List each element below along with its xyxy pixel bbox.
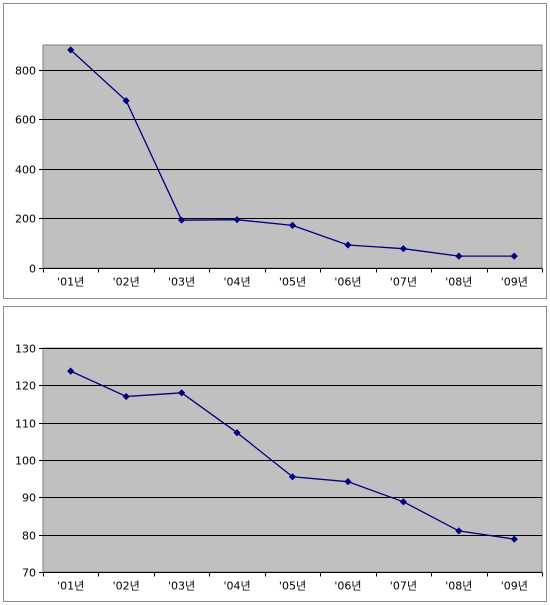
x-tick-label: '08년 [445, 276, 472, 289]
y-tick-label: 600 [15, 114, 36, 127]
data-point-marker [399, 245, 407, 253]
y-tick-label: 0 [29, 263, 36, 276]
data-point-marker [67, 367, 75, 375]
data-point-marker [288, 473, 297, 481]
data-point-marker [510, 535, 518, 543]
data-point-marker [67, 46, 75, 54]
y-tick-label: 70 [22, 567, 36, 580]
x-tick-label: '03년 [168, 580, 195, 593]
data-point-marker [178, 216, 186, 224]
x-tick-label: '03년 [168, 276, 195, 289]
x-tick-label: '06년 [334, 580, 361, 593]
line-chart-bottom: 70 80 90 100 110 120 130 '01년 '02년 '03년 '04년 '05년 '0… [15, 343, 543, 593]
x-tick-label: '09년 [501, 580, 528, 593]
chart-panel-top: 0 200 400 600 800 '01년 '02년 '03년 '04년 '05년 '06년 '07… [3, 3, 547, 299]
data-point-marker [510, 252, 518, 260]
data-point-marker [233, 216, 241, 224]
data-point-marker [122, 97, 130, 105]
x-tick-label: '07년 [390, 580, 417, 593]
y-tick-label: 100 [15, 455, 36, 468]
x-tick-label: '04년 [223, 276, 250, 289]
y-tick-label: 120 [15, 380, 36, 393]
chart-panel-bottom: 70 80 90 100 110 120 130 '01년 '02년 '03년 '04년 '05년 '0… [3, 306, 547, 602]
y-tick-label: 90 [22, 492, 36, 505]
x-tick-label: '01년 [57, 276, 84, 289]
x-tick-label: '05년 [279, 580, 306, 593]
x-tick-label: '08년 [445, 580, 472, 593]
x-tick-label: '01년 [57, 580, 84, 593]
x-tick-label: '04년 [223, 580, 250, 593]
x-tick-label: '09년 [501, 276, 528, 289]
data-point-marker [344, 478, 352, 486]
y-tick-label: 80 [22, 530, 36, 543]
line-chart-top: 0 200 400 600 800 '01년 '02년 '03년 '04년 '05년 '06년 '07… [15, 44, 543, 289]
x-tick-label: '06년 [334, 276, 361, 289]
y-tick-label: 400 [15, 164, 36, 177]
y-tick-label: 200 [15, 213, 36, 226]
x-tick-label: '05년 [279, 276, 306, 289]
data-point-marker [288, 221, 297, 229]
x-tick-label: '02년 [113, 276, 140, 289]
y-tick-label: 130 [15, 343, 36, 356]
y-tick-label: 800 [15, 65, 36, 78]
x-tick-label: '02년 [113, 580, 140, 593]
data-point-marker [344, 241, 352, 249]
plot-area [42, 44, 543, 269]
x-tick-label: '07년 [390, 276, 417, 289]
y-tick-label: 110 [15, 418, 36, 431]
data-point-marker [399, 498, 407, 506]
